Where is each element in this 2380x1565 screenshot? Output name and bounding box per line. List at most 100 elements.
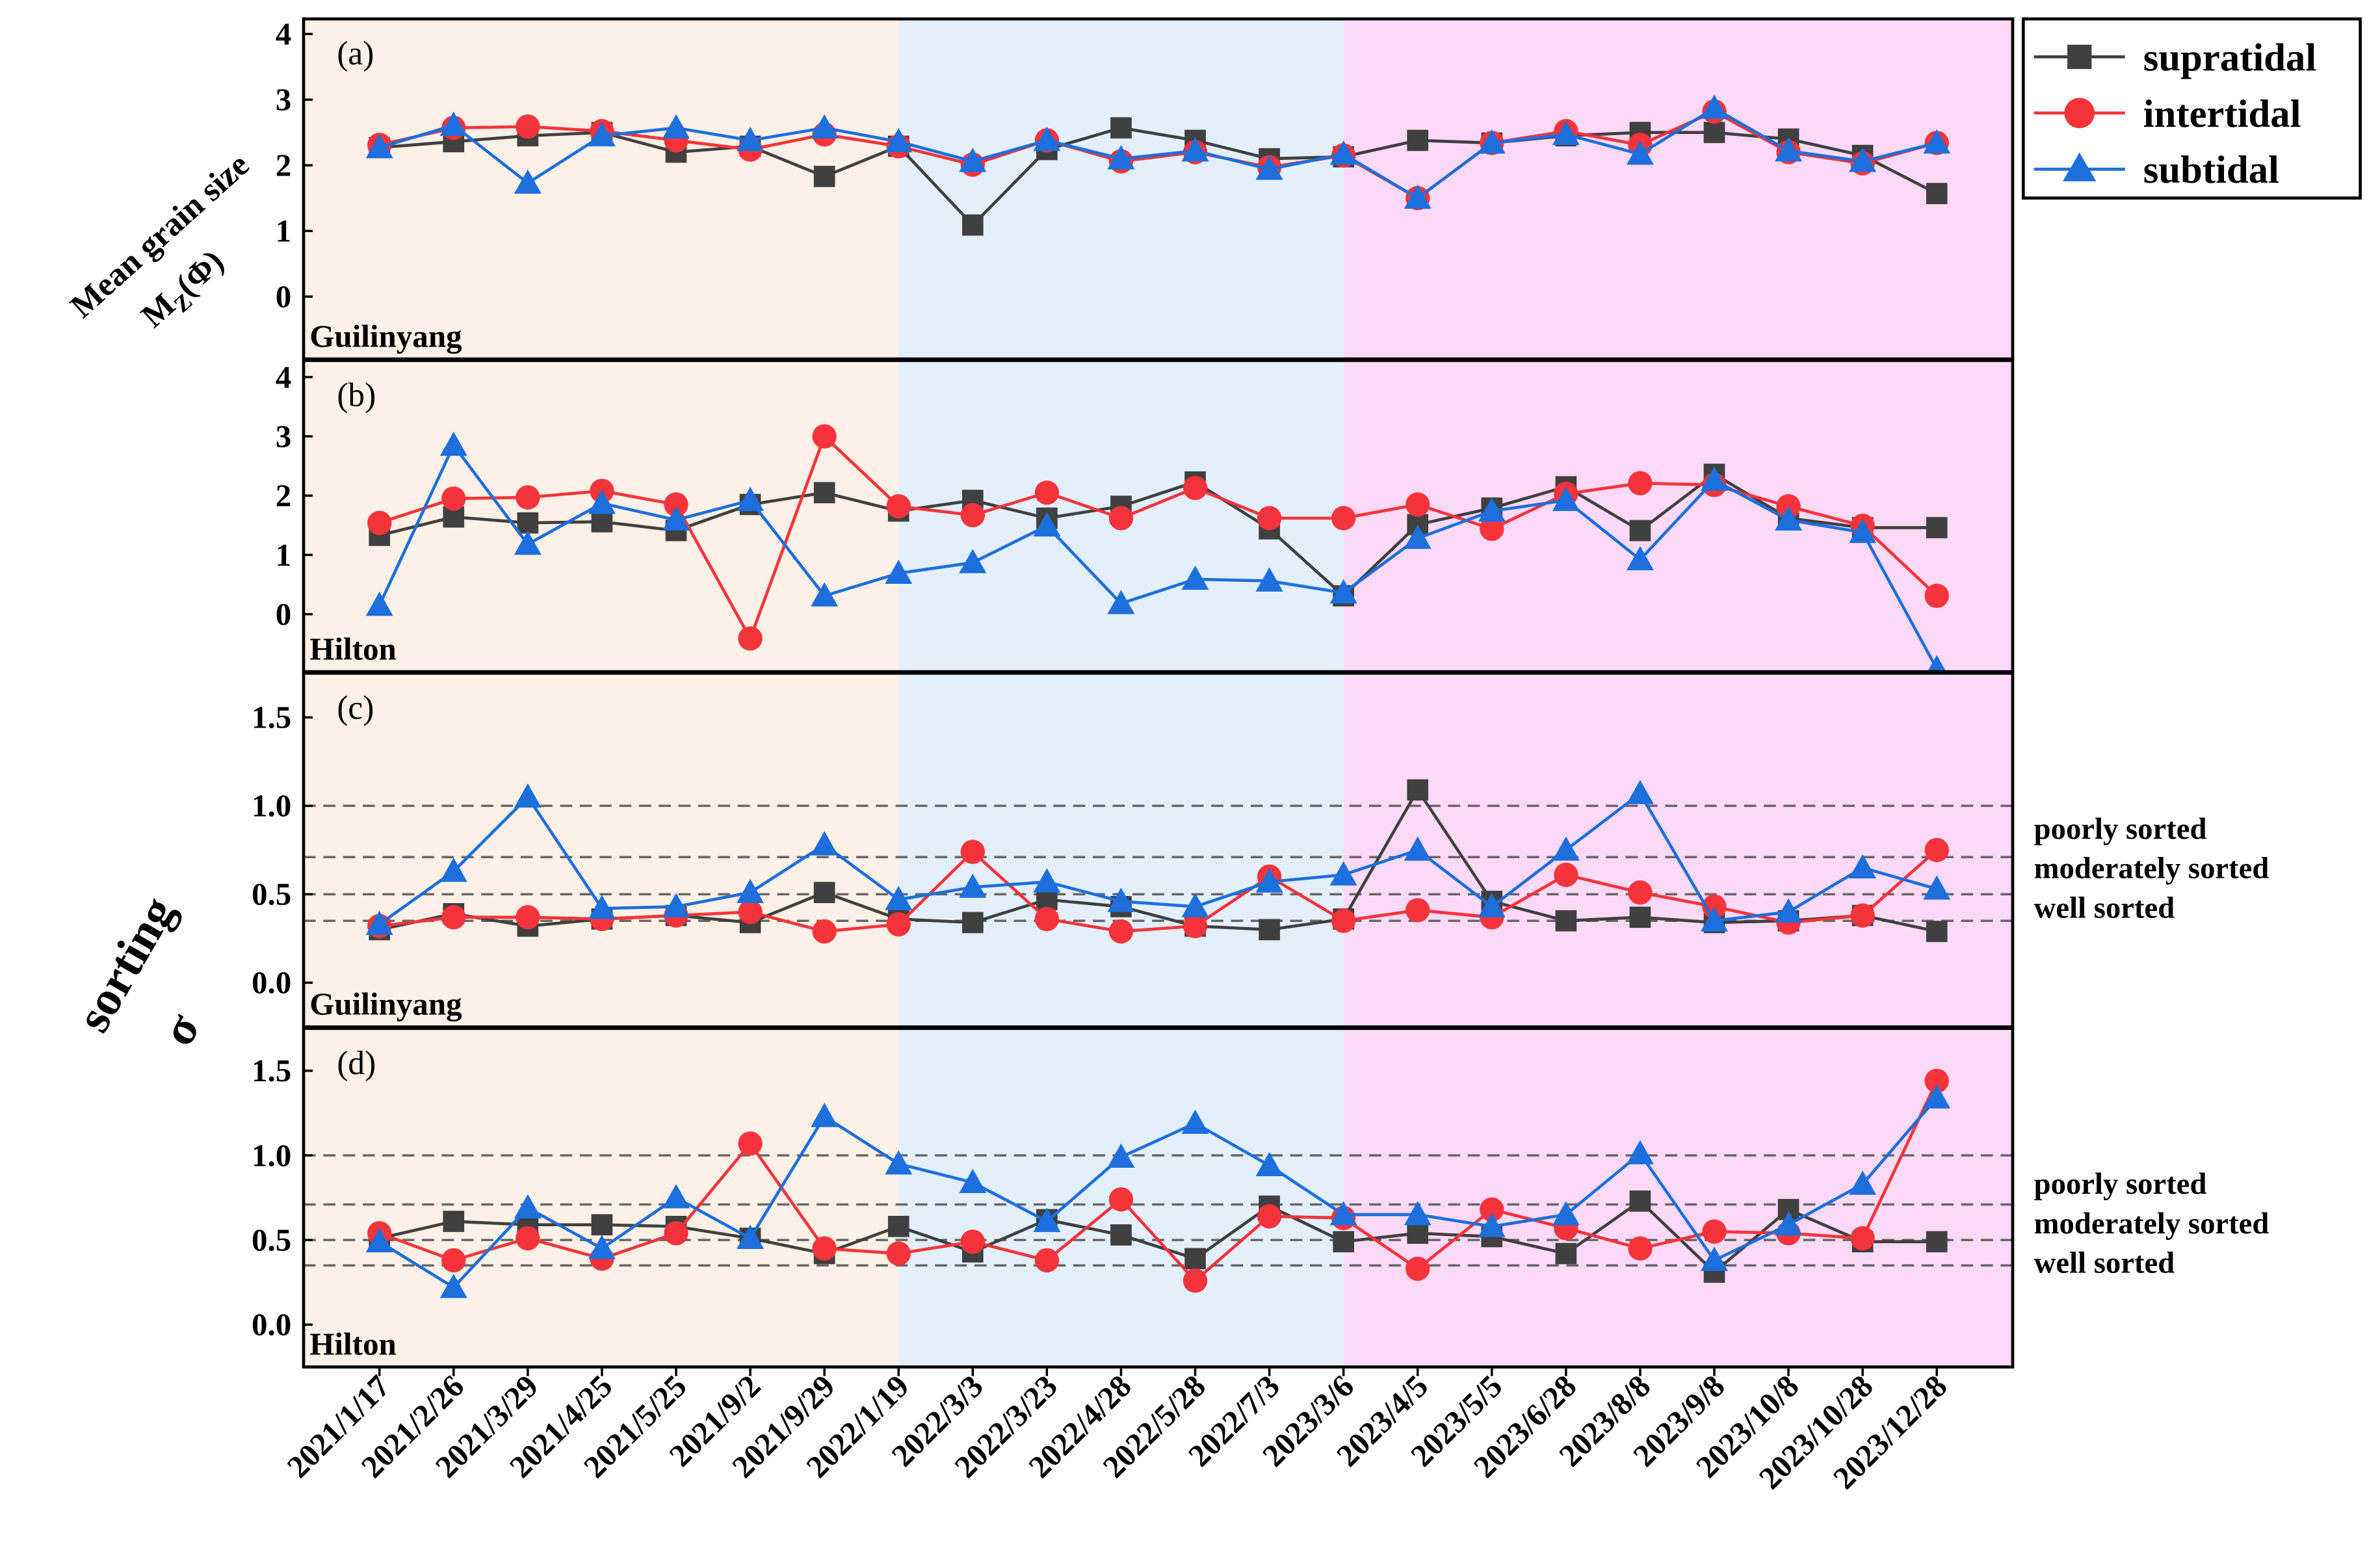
period-shade (303, 19, 899, 360)
marker-triangle (439, 858, 467, 882)
marker-circle (1924, 1068, 1949, 1094)
y-tick-label: 3 (276, 82, 292, 118)
series-line (379, 472, 1937, 598)
marker-circle (441, 486, 466, 511)
legend-marker (2064, 98, 2095, 129)
marker-triangle (1033, 868, 1061, 893)
marker-circle (1406, 898, 1430, 923)
marker-square (1333, 1231, 1354, 1253)
legend-label: intertidal (2143, 92, 2301, 136)
marker-circle (1554, 862, 1578, 888)
site-label: Hilton (309, 631, 396, 666)
marker-triangle (1849, 518, 1877, 544)
marker-triangle (811, 582, 839, 607)
marker-triangle (1923, 1084, 1951, 1109)
marker-circle (1480, 516, 1504, 542)
marker-triangle (959, 148, 987, 172)
marker-circle (1628, 471, 1653, 495)
marker-triangle (1626, 780, 1654, 804)
series (365, 1084, 1951, 1298)
marker-triangle (1626, 1140, 1654, 1164)
marker-circle (516, 1226, 540, 1251)
marker-triangle (439, 431, 467, 456)
series-line (378, 433, 1938, 642)
marker-triangle (1775, 506, 1803, 531)
marker-circle (1183, 475, 1208, 501)
marker-triangle (1626, 546, 1654, 571)
y-tick-label: 0 (276, 279, 292, 315)
marker-triangle (1255, 1151, 1283, 1176)
series (365, 431, 1951, 679)
marker-circle (1702, 1219, 1727, 1244)
marker-triangle (662, 506, 690, 531)
marker-circle (960, 503, 985, 528)
site-label: Hilton (309, 1326, 396, 1362)
series (365, 94, 1951, 209)
marker-triangle (885, 127, 913, 153)
period-shade (1343, 1028, 2013, 1367)
marker-triangle (1923, 875, 1951, 900)
y-tick-label: 1.0 (252, 1137, 291, 1173)
marker-triangle (1701, 94, 1729, 119)
y-tick-label: 0 (276, 596, 292, 632)
legend-marker (2067, 44, 2092, 70)
marker-circle (1034, 906, 1060, 932)
marker-triangle (514, 531, 542, 555)
marker-circle (812, 919, 837, 944)
y-tick-label: 4 (276, 16, 292, 52)
marker-square (1259, 919, 1280, 941)
marker-circle (1108, 1187, 1134, 1212)
marker-triangle (1255, 567, 1283, 592)
panel-label: (d) (337, 1045, 376, 1082)
marker-square (1703, 122, 1725, 144)
marker-triangle (885, 886, 913, 910)
series-line (378, 1080, 1939, 1283)
marker-triangle (662, 893, 690, 917)
marker-square (1629, 519, 1651, 542)
marker-circle (1257, 506, 1282, 531)
marker-circle (960, 1230, 985, 1254)
marker-triangle (588, 122, 616, 147)
marker-triangle (1478, 129, 1506, 154)
marker-circle (1331, 506, 1356, 531)
period-shade (1343, 673, 2013, 1027)
y-tick-label: 2 (276, 148, 292, 183)
marker-triangle (1033, 512, 1061, 537)
y-tick-label: 4 (276, 359, 292, 395)
marker-triangle (885, 1150, 913, 1175)
marker-triangle (1552, 1201, 1580, 1226)
marker-square (1555, 910, 1577, 932)
marker-circle (1406, 1256, 1430, 1282)
y-tick-label: 0.0 (252, 965, 291, 1001)
marker-square (591, 511, 613, 533)
marker-square (813, 166, 835, 187)
marker-triangle (1849, 854, 1877, 878)
marker-circle (1406, 492, 1430, 517)
marker-triangle (1478, 893, 1506, 917)
marker-circle (1628, 880, 1653, 905)
marker-triangle (1181, 565, 1209, 590)
marker-triangle (1701, 466, 1729, 491)
marker-circle (1257, 1204, 1282, 1229)
marker-triangle (1626, 140, 1654, 165)
marker-triangle (588, 1235, 616, 1259)
y-tick-label: 1 (276, 213, 292, 249)
panel-frame (302, 1027, 2015, 1369)
marker-triangle (662, 1184, 690, 1209)
marker-triangle (1552, 120, 1580, 146)
marker-triangle (514, 783, 542, 808)
marker-square (517, 512, 539, 534)
legend-label: supratidal (2143, 36, 2316, 79)
y-tick-label: 0.5 (252, 1222, 291, 1258)
marker-circle (367, 510, 392, 535)
marker-circle (516, 905, 540, 930)
marker-circle (1034, 1248, 1060, 1273)
marker-triangle (439, 111, 467, 136)
marker-circle (812, 424, 837, 449)
marker-triangle (588, 895, 616, 919)
series-line (379, 109, 1937, 200)
marker-circle (812, 1236, 837, 1261)
marker-circle (1480, 1197, 1504, 1222)
y-tick-label: 1.0 (252, 788, 291, 824)
